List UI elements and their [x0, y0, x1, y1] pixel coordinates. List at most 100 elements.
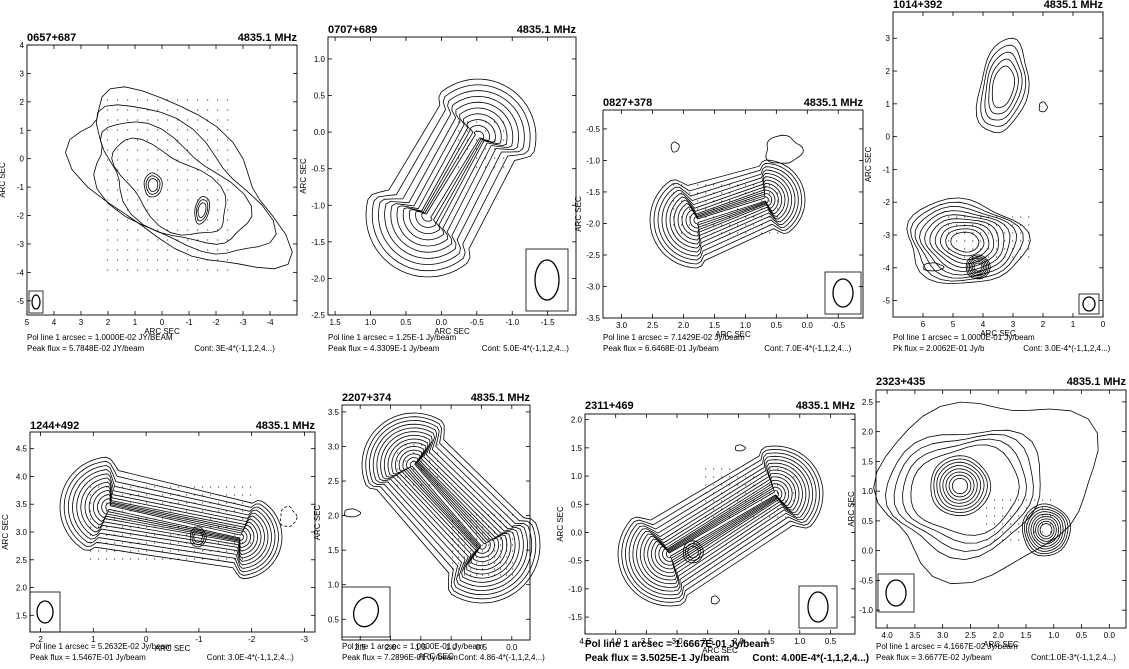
beam-ellipse	[36, 600, 54, 624]
y-tick-label: 2.0	[571, 416, 583, 425]
contour-line	[1032, 516, 1060, 545]
contour-line	[948, 474, 972, 498]
y-tick-label: 0	[20, 155, 25, 164]
contour-line	[67, 465, 276, 573]
contour-line	[97, 494, 251, 548]
y-tick-label: 2	[20, 98, 25, 107]
plot-frame	[327, 36, 577, 316]
peak-flux: Peak flux = 3.6677E-02 Jy/beam	[876, 653, 992, 662]
contour-line	[624, 452, 817, 600]
x-tick-label: 1.5	[709, 321, 721, 330]
contour-line	[145, 175, 161, 195]
peak-flux: Peak flux = 3.5025E-1 Jy/beam	[585, 653, 729, 664]
contour-line	[394, 445, 504, 567]
contour-line	[1022, 503, 1071, 557]
y-tick-label: -1.5	[568, 613, 582, 622]
y-tick-label: -1	[883, 165, 891, 174]
peak-flux: Peak flux = 4.3309E-1 Jy/beam	[328, 344, 440, 353]
contour-line	[415, 125, 490, 228]
source-name: 2311+469	[585, 400, 634, 412]
contour-line	[965, 254, 991, 280]
x-tick-label: 1.5	[330, 318, 342, 327]
y-tick-label: 1.5	[16, 611, 28, 620]
contour-line	[376, 427, 524, 587]
x-tick-label: 0.5	[825, 637, 837, 646]
x-tick-label: 0	[1101, 320, 1106, 329]
x-tick-label: 0.5	[476, 643, 488, 652]
y-tick-label: 1.0	[571, 472, 583, 481]
x-tick-label: 1.0	[740, 321, 752, 330]
contour-line	[940, 225, 990, 261]
contour-line	[665, 172, 793, 253]
source-name: 0707+689	[328, 24, 377, 36]
contour-line	[902, 438, 1027, 544]
contour-line	[929, 218, 1000, 269]
y-axis-label: ARC SEC	[847, 491, 856, 527]
y-tick-label: 2.5	[328, 477, 340, 486]
x-tick-label: -2	[212, 318, 220, 327]
y-tick-label: -1.0	[859, 606, 873, 615]
contour-line	[657, 166, 799, 261]
y-axis-label: ARC SEC	[0, 162, 7, 198]
x-axis-label: ARC SEC	[983, 640, 1019, 649]
contour-line	[409, 460, 487, 550]
contour-line	[621, 448, 821, 603]
contour-line	[1026, 508, 1066, 552]
y-tick-label: 0.5	[571, 500, 583, 509]
contour-line	[933, 458, 988, 513]
x-axis-label: ARC SEC	[702, 646, 738, 655]
beam-box	[824, 271, 862, 315]
y-tick-label: -2.0	[586, 219, 600, 228]
y-tick-label: 2.0	[328, 512, 340, 521]
contour-line	[967, 256, 990, 278]
contour-line	[194, 195, 210, 225]
y-tick-label: -0.5	[311, 165, 325, 174]
x-tick-label: 2.0	[385, 643, 397, 652]
contour-line	[639, 466, 803, 585]
x-tick-label: 1.5	[764, 637, 776, 646]
contour-line	[1030, 513, 1062, 547]
contour-line	[873, 401, 1099, 585]
contour-line	[378, 90, 525, 265]
contour-line	[950, 231, 980, 253]
contour-line	[945, 471, 975, 501]
frequency-label: 4835.1 MHz	[804, 97, 864, 109]
x-tick-label: 1.0	[446, 643, 458, 652]
y-tick-label: -3	[17, 240, 25, 249]
x-tick-label: 3.5	[641, 637, 653, 646]
source-name: 1244+492	[30, 420, 79, 432]
contour-levels: Cont:1.0E-3*(-1,1,2,4...)	[1031, 653, 1116, 662]
y-tick-label: -5	[17, 297, 25, 306]
contour-line	[636, 462, 807, 588]
contour-line	[991, 65, 1016, 109]
x-tick-label: 0.5	[771, 321, 783, 330]
x-tick-label: 3	[79, 318, 84, 327]
y-tick-label: 3.5	[16, 500, 28, 509]
beam-box	[341, 586, 391, 638]
x-tick-label: 2	[1041, 320, 1046, 329]
y-tick-label: 4	[20, 41, 25, 50]
contour-line	[670, 141, 680, 153]
y-tick-label: -1	[17, 183, 25, 192]
contour-line	[402, 453, 495, 558]
x-tick-label: 3.5	[909, 631, 921, 640]
x-tick-label: 3.0	[671, 637, 683, 646]
y-tick-label: 1.0	[314, 55, 326, 64]
x-tick-label: 2.0	[678, 321, 690, 330]
contour-line	[368, 419, 533, 596]
y-tick-label: 0.5	[328, 615, 340, 624]
y-tick-label: -2.0	[311, 274, 325, 283]
frequency-label: 4835.1 MHz	[1044, 0, 1104, 11]
contour-line	[923, 262, 945, 272]
contour-line	[421, 130, 485, 222]
y-tick-label: -1.5	[311, 238, 325, 247]
contour-line	[147, 178, 159, 192]
plot-frame	[892, 11, 1104, 318]
contour-line	[365, 416, 537, 600]
contour-line	[72, 469, 272, 569]
x-tick-label: 2.5	[965, 631, 977, 640]
contour-line	[617, 445, 824, 607]
plot-frame	[875, 389, 1127, 629]
peak-flux: Peak flux = 6.6468E-01 Jy/beam	[603, 344, 719, 353]
y-axis-label: ARC SEC	[299, 158, 308, 194]
